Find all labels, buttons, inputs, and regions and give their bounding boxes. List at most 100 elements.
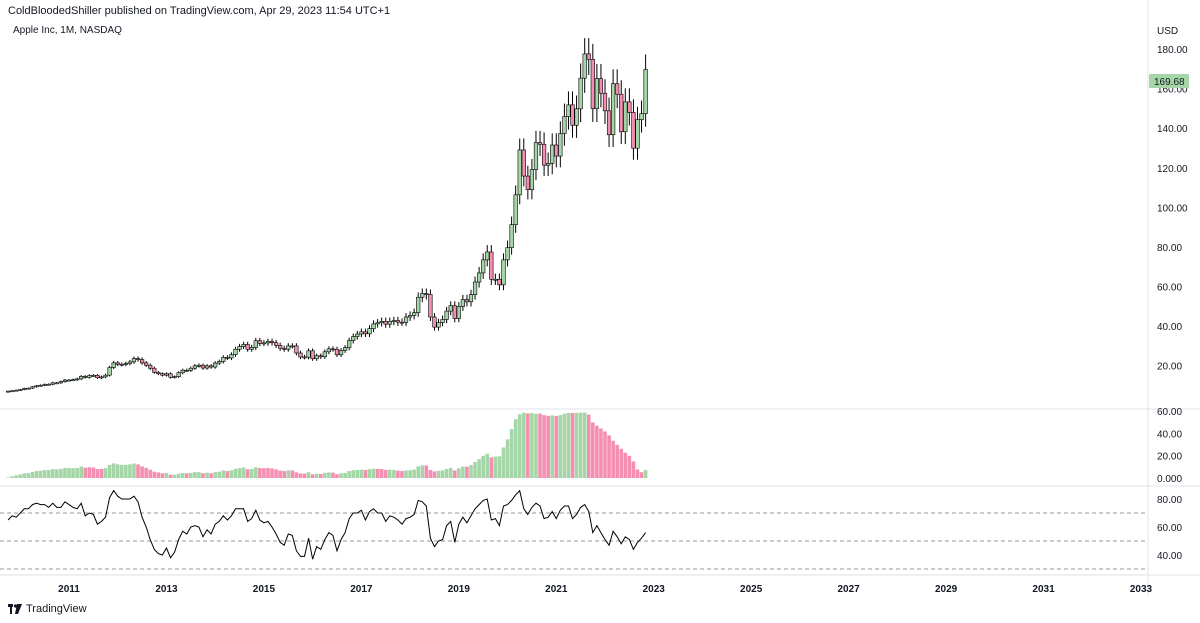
oscillator-bar (517, 414, 522, 478)
candle (302, 354, 307, 360)
candle-body (58, 381, 63, 384)
candle-body (249, 347, 254, 350)
oscillator-bar (323, 472, 327, 478)
candle (395, 316, 401, 326)
candle-body (225, 357, 230, 359)
candle (517, 138, 522, 205)
oscillator-bar (343, 472, 347, 478)
candle (574, 95, 579, 138)
candle-body (440, 319, 445, 323)
candle-body (635, 119, 640, 149)
candle (237, 343, 242, 352)
candle-body (156, 372, 161, 375)
oscillator-bar (493, 456, 498, 478)
oscillator-bar (367, 469, 372, 478)
oscillator-bar (290, 470, 295, 478)
candle-body (619, 93, 624, 133)
oscillator-bar (538, 413, 542, 478)
candle (225, 355, 230, 361)
candle (196, 363, 202, 368)
time-tick-label: 2011 (58, 584, 80, 595)
oscillator-bar (497, 456, 502, 478)
candle (338, 347, 344, 358)
candle (282, 345, 287, 352)
oscillator-bar (383, 469, 388, 478)
oscillator-bar (473, 462, 477, 478)
candle (554, 133, 559, 168)
candle (265, 338, 271, 346)
oscillator-bar (87, 467, 92, 478)
time-tick-label: 2017 (350, 584, 373, 595)
pane-grid (0, 0, 1200, 596)
rsi-line (7, 489, 647, 560)
candle-body (196, 364, 202, 367)
oscillator-bar (631, 461, 636, 478)
oscillator-bar (249, 468, 254, 478)
candle (269, 338, 275, 346)
oscillator-bar (359, 469, 364, 478)
rsi-tick-label: 40.00 (1157, 551, 1182, 562)
oscillator-bar (22, 473, 27, 478)
oscillator-bar (599, 428, 603, 478)
candle-body (66, 379, 72, 382)
candle-body (18, 389, 23, 391)
oscillator-bar (168, 474, 173, 478)
candle (598, 63, 604, 108)
candle-body (144, 362, 149, 366)
candle-body (639, 113, 644, 121)
price-tick-label: 60.00 (1157, 282, 1182, 293)
candle-body (75, 378, 80, 381)
oscillator-bar (63, 467, 67, 478)
candle-body (119, 363, 124, 366)
oscillator-bar (156, 472, 161, 478)
candle (440, 315, 445, 327)
candle-body (54, 382, 59, 385)
oscillator-bar (148, 469, 153, 478)
oscillator-bar (132, 463, 136, 478)
candle-body (152, 367, 157, 373)
candle-body (489, 251, 494, 280)
candle-body (347, 340, 352, 348)
candle (119, 362, 124, 367)
oscillator-bar (501, 447, 506, 478)
oscillator-bar (95, 469, 100, 478)
candle (103, 373, 108, 379)
candle-body (493, 278, 498, 281)
candle-body (529, 169, 535, 191)
candle-body (546, 163, 551, 166)
oscillator-bar (615, 444, 619, 478)
candle (420, 288, 425, 303)
publish-header: ColdBloodedShiller published on TradingV… (8, 5, 391, 17)
oscillator-bar (75, 467, 79, 478)
oscillator-bar (477, 459, 481, 478)
candle (5, 390, 11, 393)
candle-body (517, 149, 522, 196)
candle (249, 344, 254, 352)
oscillator-bar (124, 464, 128, 478)
candle-body (452, 305, 457, 319)
oscillator-bar (103, 468, 108, 478)
oscillator-bar (152, 471, 157, 478)
candle-body (314, 355, 319, 360)
candle (91, 374, 96, 377)
oscillator-tick-label: 40.00 (1157, 429, 1182, 440)
candle (416, 292, 421, 317)
candle (107, 365, 112, 377)
oscillator-bar (71, 468, 75, 478)
footer-brand[interactable]: TradingView (8, 603, 87, 615)
oscillator-bar (26, 473, 31, 478)
price-tick-label: 160.00 (1157, 85, 1188, 96)
candle (399, 318, 405, 327)
candle-body (5, 390, 11, 393)
candle-body (310, 350, 315, 360)
time-axis: 2011 2013 2015 2017 2019 2021 2023 2025 2027 2029… (58, 584, 1152, 595)
candle-body (192, 365, 197, 369)
candle-body (164, 373, 169, 376)
candle (26, 387, 31, 390)
time-tick-label: 2025 (740, 584, 763, 595)
candle (192, 364, 197, 370)
candle-body (416, 296, 421, 313)
candle (546, 152, 551, 176)
oscillator-bar (542, 415, 546, 478)
